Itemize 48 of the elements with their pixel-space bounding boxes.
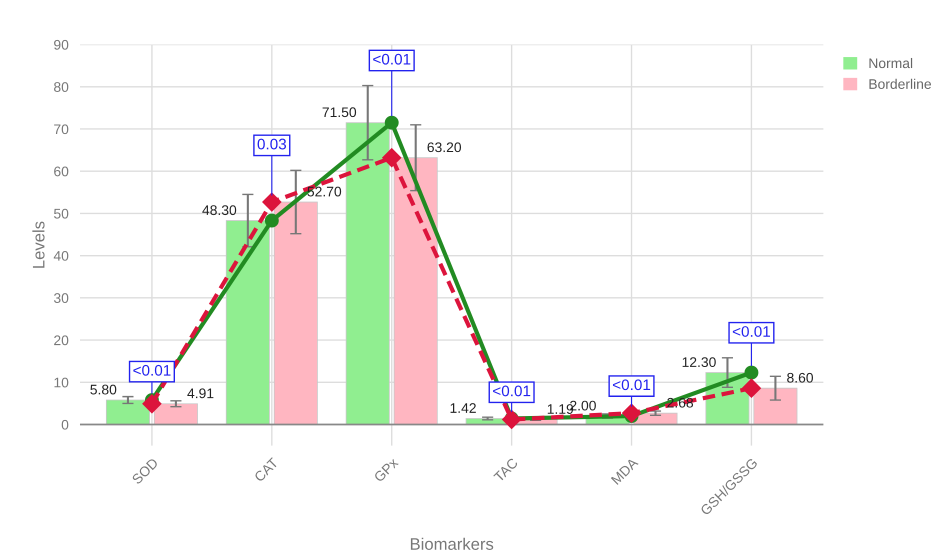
data-label: 48.30 [202,205,236,216]
y-tick-label: 90 [54,40,68,50]
y-tick-label: 70 [54,124,68,134]
annotation: <0.01 [373,54,410,65]
point [622,404,642,423]
point [744,366,758,380]
x-tick-label: TAC [493,457,518,483]
point [384,116,399,130]
legend-label: Normal [869,58,912,68]
data-label: 8.60 [787,372,814,383]
y-tick-label: 20 [54,335,68,346]
y-tick-label: 0 [62,420,68,430]
x-axis-title: Biomarkers [410,538,494,550]
legend-label: Borderline [869,78,931,89]
point [502,410,522,430]
data-label: 63.20 [428,142,462,152]
data-label: 2.68 [667,398,694,408]
annotation: <0.01 [612,379,650,390]
x-tick-label: GPx [373,457,399,483]
y-tick-label: 40 [54,250,68,261]
bar [274,202,318,425]
y-tick-label: 50 [54,208,68,219]
y-tick-label: 10 [54,378,68,388]
x-tick-label: CAT [254,457,279,482]
annotation: <0.01 [133,364,171,376]
point [262,192,282,212]
y-tick-label: 80 [54,82,68,92]
y-axis-title: Levels [32,222,45,268]
data-label: 5.80 [90,384,116,394]
bar [106,400,150,425]
bar [154,403,198,425]
data-label: 1.42 [450,403,476,413]
data-label: 12.30 [682,357,716,368]
point [742,378,761,398]
y-tick-label: 60 [54,166,68,176]
y-tick-label: 30 [54,293,68,304]
data-label: 4.91 [187,388,214,398]
point [142,394,162,414]
bar [753,388,798,425]
point [382,148,402,168]
bar [394,157,438,425]
data-label: 71.50 [322,107,356,118]
point [264,214,279,228]
bar [346,122,390,425]
annotation: 0.03 [258,138,286,150]
annotation: <0.01 [732,326,770,337]
bar [226,220,270,425]
annotation: <0.01 [493,386,530,396]
